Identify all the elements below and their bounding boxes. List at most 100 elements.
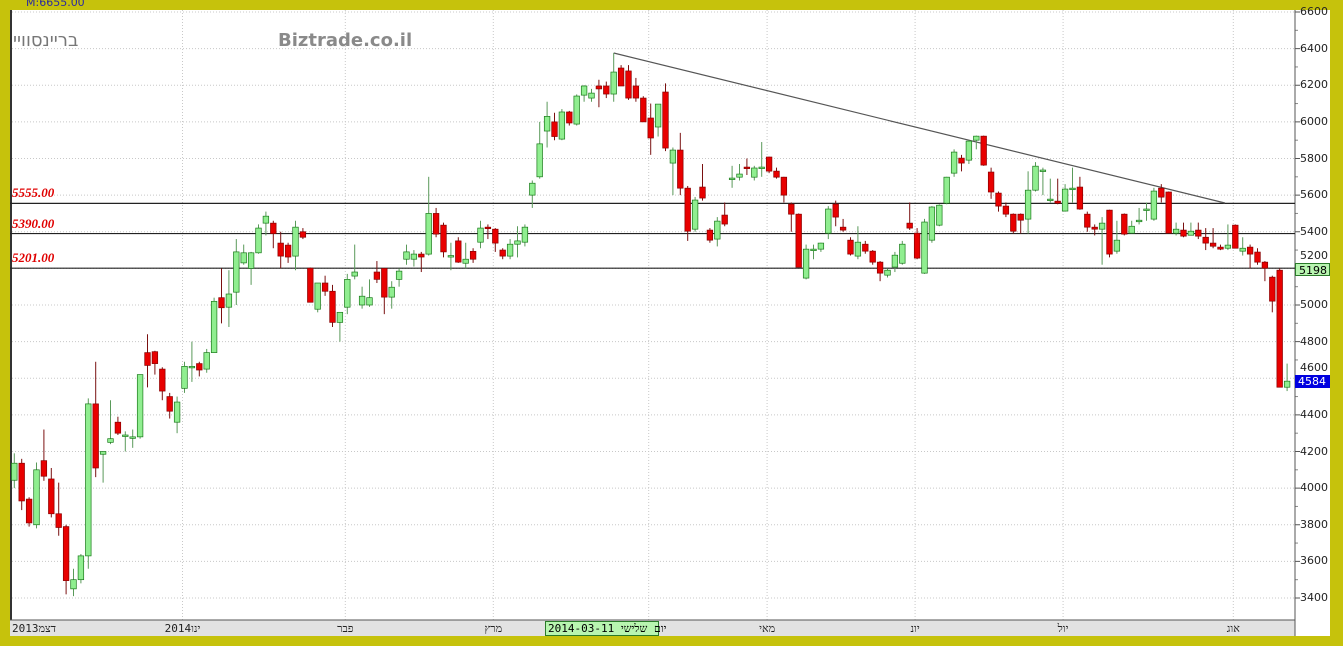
candle-body [351,271,358,277]
y-tick-label: 3800 [1300,517,1328,531]
candle-body [33,469,40,526]
candle-body [1128,225,1135,234]
x-tick-label: מאי [759,622,776,635]
candle-body [1217,246,1224,250]
candle-body [884,269,891,276]
previous-price-tag: 5198 [1295,262,1330,277]
x-tick-label: 2013דצמ [12,622,57,635]
candle-body [950,151,958,174]
candle-body [307,267,314,303]
candle-body [1032,165,1039,191]
candle-body [913,232,921,259]
candle-body [506,243,514,257]
candle-body [847,239,854,255]
candle-body [751,167,758,178]
candle-body [1187,230,1195,236]
candle-body [210,300,218,353]
candle-body [1150,190,1158,220]
y-tick-label: 6400 [1300,41,1328,55]
x-tick-label: פבר [337,622,354,635]
candle-body [921,221,928,274]
candle-body [1113,239,1121,252]
candle-body [173,401,181,423]
candle-body [1135,219,1143,223]
candle-body [1269,276,1276,302]
candle-body [136,374,144,438]
candle-body [1010,213,1017,232]
last-price-tag: 4584 [1295,375,1330,389]
candle-body [728,177,736,180]
candle-body [610,71,617,95]
candle-body [1276,269,1283,388]
y-tick-label: 5800 [1300,151,1328,165]
candle-body [218,297,225,309]
candle-body [418,253,425,258]
candle-body [928,206,936,241]
candle-body [617,67,625,87]
candle-body [654,103,662,128]
candle-body [358,295,366,306]
candle-body [85,403,92,557]
candle-body [640,97,647,123]
candle-body [854,241,862,257]
y-tick-label: 5400 [1300,224,1328,238]
candle-body [203,352,210,370]
y-tick-label: 6000 [1300,114,1328,128]
candle-body [1076,186,1084,210]
candle-body [936,204,943,226]
y-tick-label: 6600 [1300,5,1328,18]
candle-body [122,434,129,437]
candle-body [780,176,788,196]
candle-body [691,199,699,230]
candle-body [721,214,728,225]
candle-body [736,173,743,178]
y-tick-label: 4200 [1300,444,1328,458]
cursor-date-label: 2014-03-11 יום שלישי [545,621,667,636]
candle-body [647,117,654,139]
y-tick-label: 3400 [1300,591,1328,604]
candle-body [388,286,395,298]
candle-body [662,91,669,149]
candle-body [1098,222,1106,230]
candle-body [1224,244,1232,249]
candle-body [669,149,677,164]
candle-body [1106,209,1113,255]
candle-body [1165,191,1172,234]
candle-body [344,279,351,308]
candle-body [1121,213,1128,235]
candle-body [292,226,299,257]
y-tick-label: 4800 [1300,334,1328,348]
candle-body [521,226,529,243]
candle-body [447,255,455,258]
candle-body [802,248,810,279]
candle-body [1084,213,1091,228]
candle-body [1172,228,1180,234]
x-tick-label: יול [1057,622,1069,635]
candle-body [973,135,980,141]
y-tick-label: 4400 [1300,407,1328,421]
candle-body [1002,205,1010,215]
candle-body [18,462,25,502]
candle-body [321,282,329,292]
candle-body [817,242,825,250]
candle-body [166,396,173,412]
candle-body [255,227,262,254]
candle-body [99,451,107,455]
candle-body [284,244,292,258]
candle-body [551,121,558,137]
candle-body [336,311,344,323]
candle-body [580,85,588,96]
candle-body [899,243,906,264]
candle-body [70,579,77,590]
candle-body [987,171,995,193]
candle-body [299,231,307,238]
candle-body [11,462,18,481]
candle-body [225,293,233,308]
candle-body [55,513,62,528]
candle-body [247,252,255,269]
candle-body [314,282,321,310]
candle-body [181,365,188,389]
candle-body [1180,229,1187,237]
candle-body [625,70,632,99]
